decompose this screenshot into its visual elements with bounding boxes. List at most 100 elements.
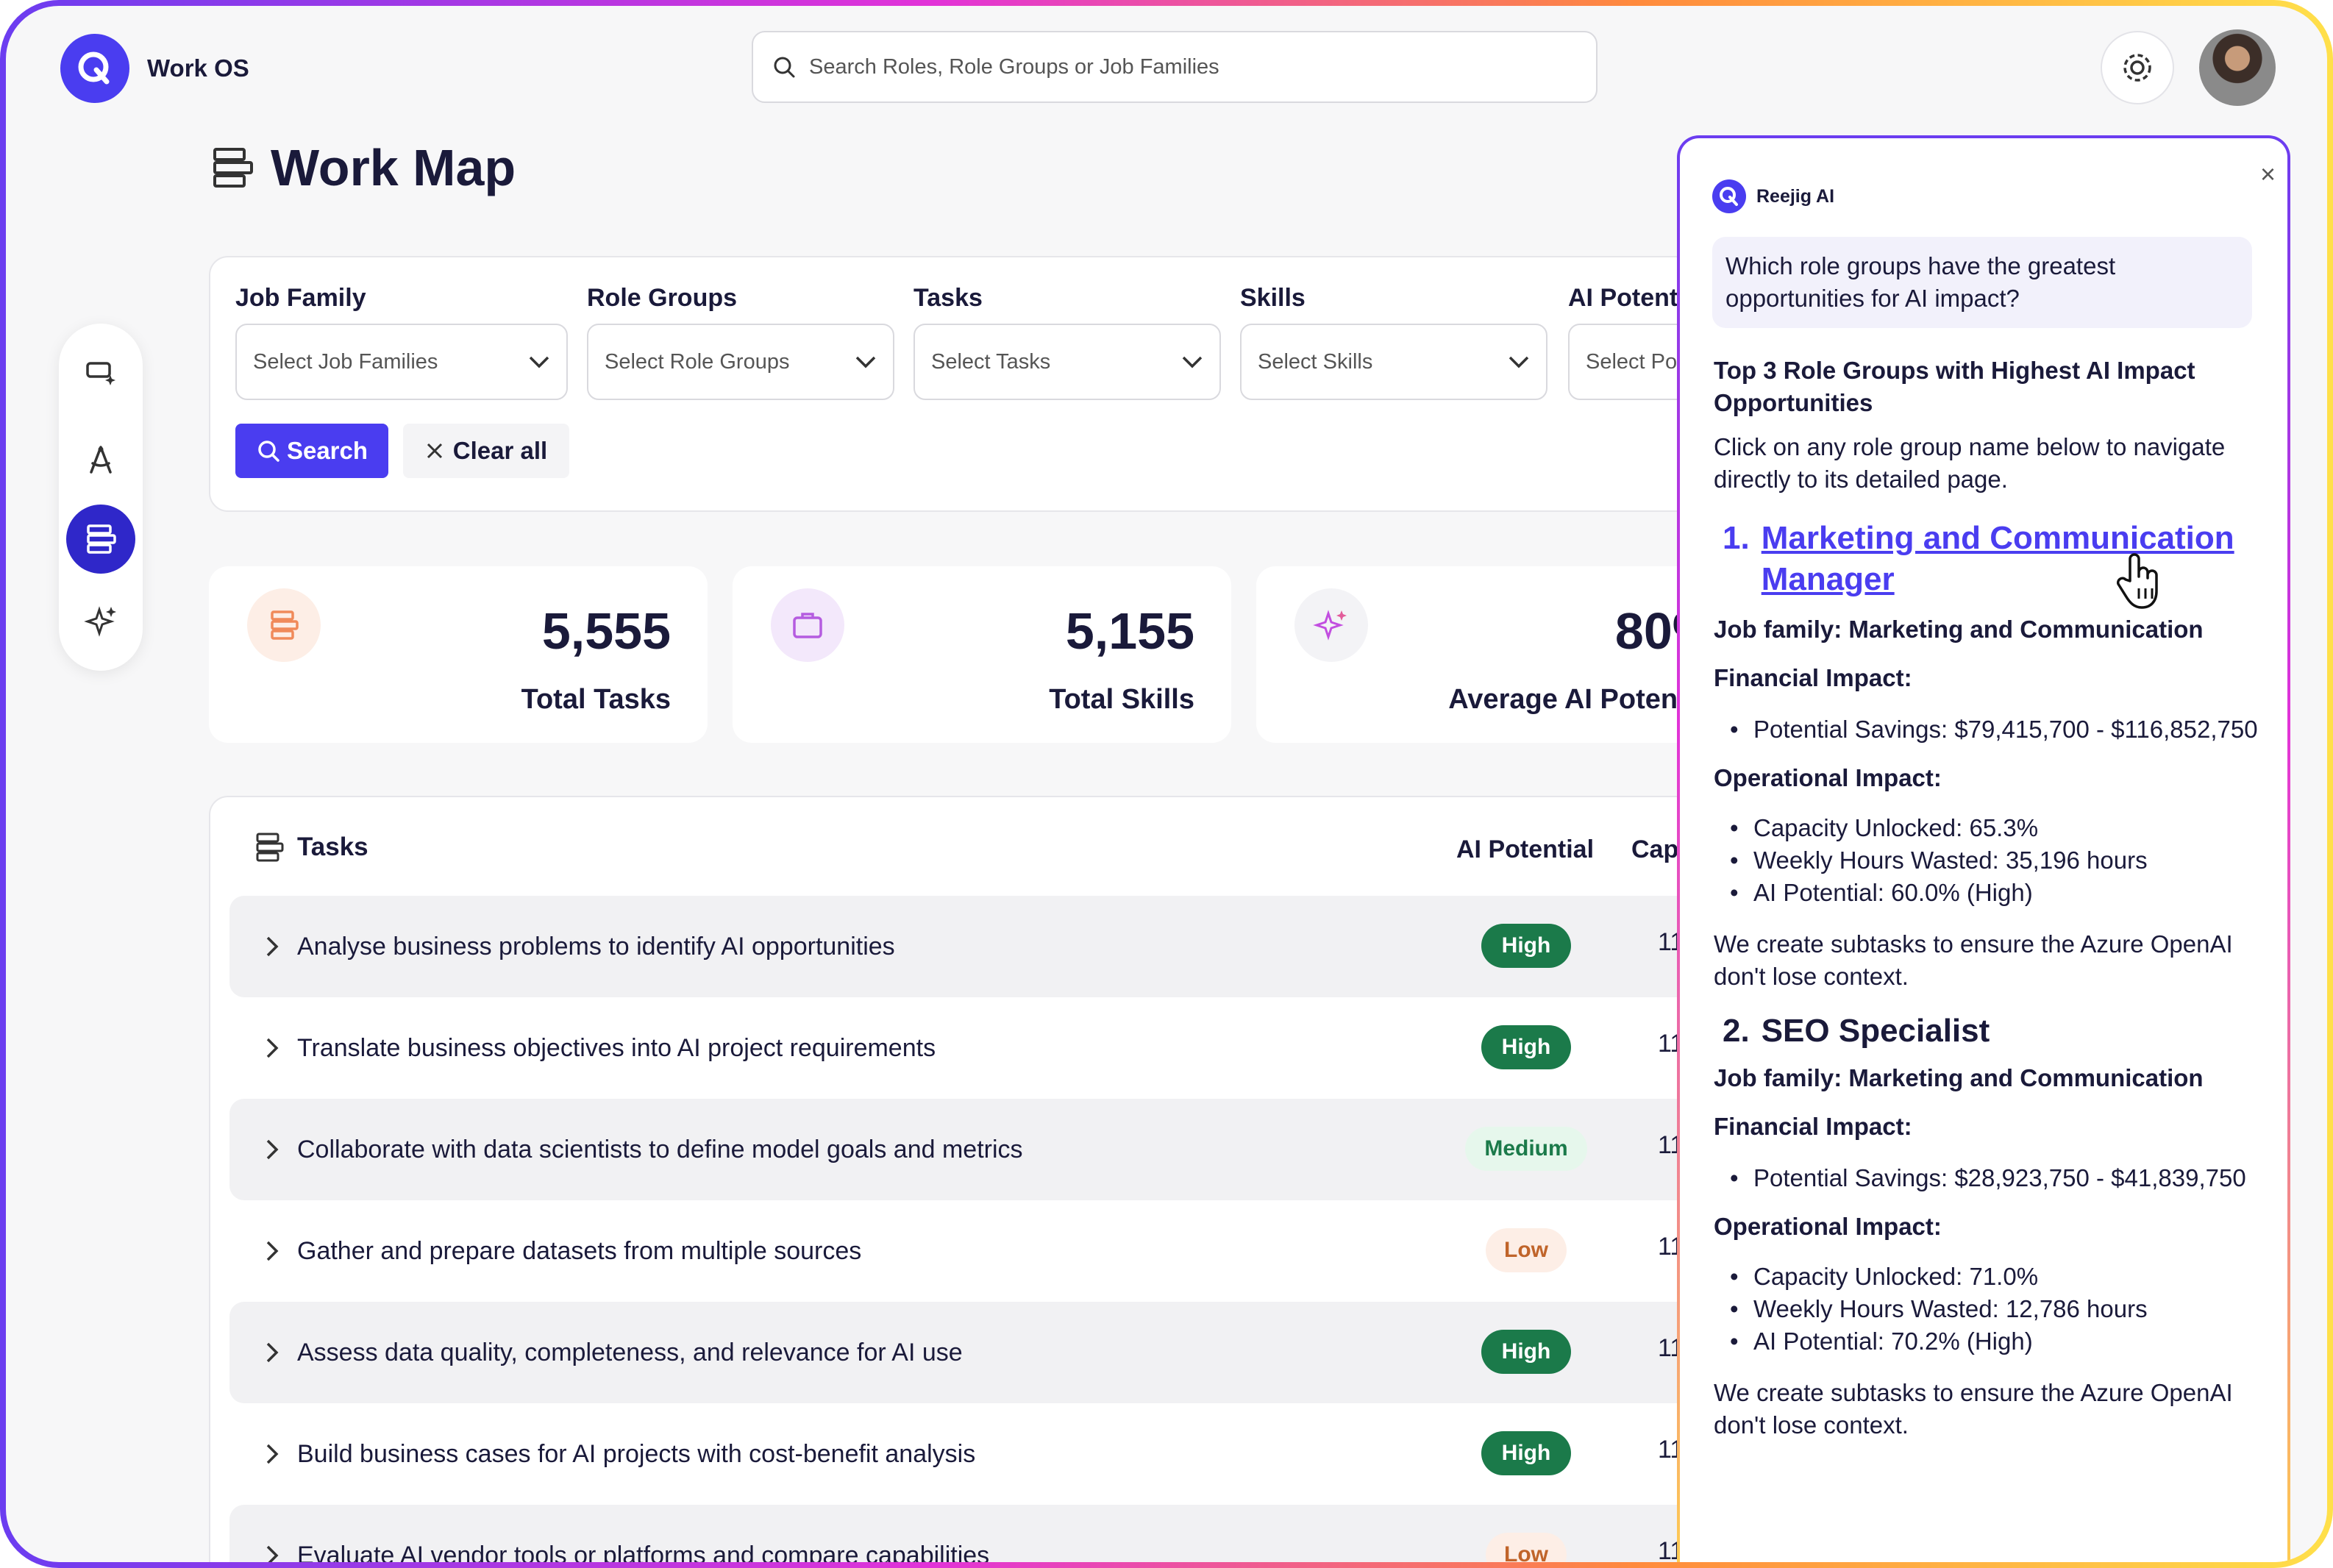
response-intro: Click on any role group name below to na… bbox=[1714, 433, 2226, 493]
chevron-right-icon[interactable] bbox=[260, 1238, 282, 1264]
stat-label: Total Skills bbox=[1049, 684, 1194, 715]
role-groups-select[interactable]: Select Role Groups bbox=[587, 324, 894, 400]
user-question: Which role groups have the greatest oppo… bbox=[1712, 237, 2252, 328]
user-avatar[interactable] bbox=[2199, 29, 2276, 106]
filters-panel: Job Family Select Job Families Role Grou… bbox=[209, 256, 1789, 512]
capacity-value: 11 bbox=[1658, 1436, 1684, 1464]
hours-text: Weekly Hours Wasted: 35,196 hours bbox=[1714, 844, 2258, 877]
chevron-right-icon[interactable] bbox=[260, 1441, 282, 1467]
capacity-value: 11 bbox=[1658, 1030, 1684, 1058]
search-icon bbox=[774, 57, 795, 78]
context-note: We create subtasks to ensure the Azure O… bbox=[1714, 1379, 2233, 1439]
nav-chat-button[interactable] bbox=[66, 338, 135, 407]
table-row[interactable]: Collaborate with data scientists to defi… bbox=[229, 1099, 1693, 1200]
ai-panel-title: Reejig AI bbox=[1756, 185, 1835, 207]
task-name: Assess data quality, completeness, and r… bbox=[297, 1338, 963, 1366]
close-icon bbox=[427, 443, 442, 459]
stat-value: 5,155 bbox=[1065, 602, 1194, 660]
job-family-text: Job family: Marketing and Communication bbox=[1714, 1064, 2204, 1091]
role-group-number: 1. bbox=[1723, 520, 1750, 556]
chevron-down-icon bbox=[1182, 356, 1203, 368]
capacity-text: Capacity Unlocked: 65.3% bbox=[1714, 812, 2258, 844]
table-row[interactable]: Build business cases for AI projects wit… bbox=[229, 1403, 1693, 1505]
table-row[interactable]: Gather and prepare datasets from multipl… bbox=[229, 1200, 1693, 1302]
reejig-logo-icon bbox=[1712, 179, 1746, 213]
left-nav-rail bbox=[59, 324, 143, 671]
table-row[interactable]: Assess data quality, completeness, and r… bbox=[229, 1302, 1693, 1403]
ai-potential-label: AI Potent bbox=[1568, 284, 1678, 312]
table-row[interactable]: Translate business objectives into AI pr… bbox=[229, 997, 1693, 1099]
table-title: Tasks bbox=[254, 831, 368, 863]
skills-placeholder: Select Skills bbox=[1258, 349, 1373, 374]
ai-panel-header: Reejig AI bbox=[1712, 179, 1834, 213]
nav-compass-button[interactable] bbox=[66, 425, 135, 494]
table-header: Tasks AI Potential Cap bbox=[210, 797, 1693, 900]
skills-label: Skills bbox=[1240, 284, 1306, 312]
table-row[interactable]: Evaluate AI vendor tools or platforms an… bbox=[229, 1505, 1693, 1562]
chevron-down-icon bbox=[855, 356, 876, 368]
hand-cursor-icon bbox=[2116, 553, 2158, 609]
ai-potential-text: AI Potential: 70.2% (High) bbox=[1714, 1325, 2258, 1358]
skills-select[interactable]: Select Skills bbox=[1240, 324, 1547, 400]
app-window: Work OS Search Roles, Role Groups or Job… bbox=[6, 6, 2327, 1562]
savings-text: Potential Savings: $28,923,750 - $41,839… bbox=[1714, 1162, 2258, 1194]
operational-impact-label: Operational Impact: bbox=[1714, 1213, 1942, 1240]
column-header-capacity[interactable]: Cap bbox=[1631, 835, 1679, 863]
operational-impact-label: Operational Impact: bbox=[1714, 764, 1942, 791]
stat-card-total-tasks: 5,555 Total Tasks bbox=[209, 566, 708, 743]
capacity-text: Capacity Unlocked: 71.0% bbox=[1714, 1261, 2258, 1293]
table-row[interactable]: Analyse business problems to identify AI… bbox=[229, 896, 1693, 997]
tasks-select[interactable]: Select Tasks bbox=[913, 324, 1221, 400]
layers-icon bbox=[256, 833, 284, 862]
chevron-right-icon[interactable] bbox=[260, 933, 282, 960]
search-button[interactable]: Search bbox=[235, 424, 388, 478]
role-groups-placeholder: Select Role Groups bbox=[605, 349, 790, 374]
role-group-name[interactable]: SEO Specialist bbox=[1761, 1013, 1990, 1049]
close-panel-button[interactable]: × bbox=[2259, 159, 2276, 189]
sparkles-icon bbox=[84, 606, 116, 637]
stat-card-avg-ai-potential: 80% Average AI Potential bbox=[1256, 566, 1755, 743]
capacity-value: 11 bbox=[1658, 1537, 1684, 1562]
capacity-value: 11 bbox=[1658, 1334, 1684, 1362]
role-group-item: 2. SEO Specialist bbox=[1723, 1011, 2258, 1052]
job-family-label: Job Family bbox=[235, 284, 366, 312]
capacity-value: 11 bbox=[1658, 1131, 1684, 1159]
task-name: Build business cases for AI projects wit… bbox=[297, 1439, 976, 1468]
chevron-right-icon[interactable] bbox=[260, 1339, 282, 1366]
column-header-ai-potential[interactable]: AI Potential bbox=[1456, 835, 1595, 863]
stat-value: 5,555 bbox=[541, 602, 671, 660]
capacity-value: 11 bbox=[1658, 1233, 1684, 1261]
ai-potential-badge: Medium bbox=[1465, 1127, 1587, 1171]
ai-potential-badge: High bbox=[1481, 924, 1571, 968]
task-name: Evaluate AI vendor tools or platforms an… bbox=[297, 1541, 990, 1563]
context-note: We create subtasks to ensure the Azure O… bbox=[1714, 930, 2233, 990]
chevron-right-icon[interactable] bbox=[260, 1035, 282, 1061]
role-groups-label: Role Groups bbox=[587, 284, 738, 312]
ai-potential-badge: High bbox=[1481, 1431, 1571, 1475]
app-name: Work OS bbox=[147, 54, 249, 82]
stat-label: Average AI Potential bbox=[1448, 684, 1718, 715]
app-logo[interactable] bbox=[60, 34, 129, 103]
layers-icon bbox=[87, 524, 116, 554]
page-header: Work Map bbox=[210, 138, 516, 197]
chevron-right-icon[interactable] bbox=[260, 1542, 282, 1562]
page-title: Work Map bbox=[271, 139, 516, 196]
job-family-placeholder: Select Job Families bbox=[253, 349, 438, 374]
clear-all-label: Clear all bbox=[452, 437, 548, 464]
nav-work-map-button[interactable] bbox=[66, 505, 135, 574]
table-title-label: Tasks bbox=[297, 833, 368, 861]
financial-impact-label: Financial Impact: bbox=[1714, 1113, 1912, 1140]
work-map-icon bbox=[213, 148, 253, 188]
chevron-right-icon[interactable] bbox=[260, 1136, 282, 1163]
job-family-select[interactable]: Select Job Families bbox=[235, 324, 568, 400]
clear-all-button[interactable]: Clear all bbox=[403, 424, 569, 478]
role-group-link[interactable]: Marketing and Communication Manager bbox=[1761, 520, 2234, 597]
global-search-input[interactable]: Search Roles, Role Groups or Job Familie… bbox=[752, 31, 1598, 103]
nav-ai-button[interactable] bbox=[66, 587, 135, 656]
ai-response: Top 3 Role Groups with Highest AI Impact… bbox=[1714, 354, 2258, 1442]
chevron-down-icon bbox=[1509, 356, 1529, 368]
role-group-number: 2. bbox=[1723, 1013, 1750, 1049]
ai-potential-badge: High bbox=[1481, 1025, 1571, 1069]
briefcase-icon bbox=[771, 588, 844, 662]
settings-button[interactable] bbox=[2101, 31, 2174, 104]
